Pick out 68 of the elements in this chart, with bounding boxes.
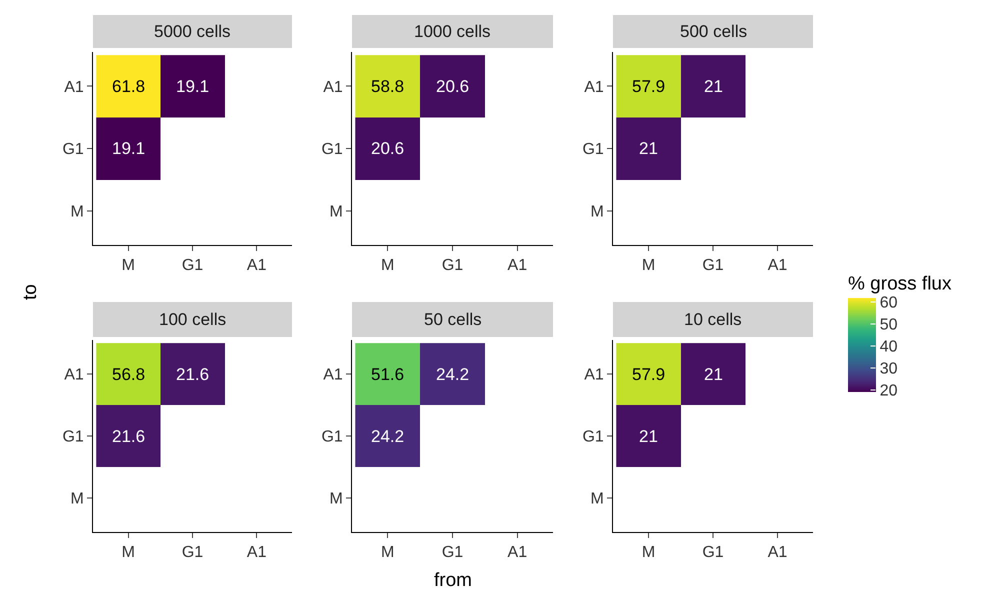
data-label: 21	[639, 139, 658, 158]
color-bar-label: 30	[880, 360, 898, 378]
y-tick-label: A1	[64, 366, 84, 384]
data-label: 21.6	[176, 365, 210, 384]
chart-title: 100 cells	[159, 310, 226, 329]
y-tick-label: G1	[321, 428, 343, 446]
data-label: 24.2	[371, 427, 404, 446]
x-tick-label: M	[642, 257, 656, 274]
x-tick-label: A1	[768, 544, 788, 562]
y-tick-label: M	[329, 490, 343, 508]
y-tick-label: M	[329, 203, 343, 220]
x-tick-label: A1	[508, 257, 528, 274]
data-label: 57.9	[632, 365, 666, 384]
data-label: 20.6	[436, 77, 470, 96]
x-tick-label: G1	[442, 544, 464, 562]
data-label: 61.8	[112, 77, 146, 96]
y-tick-label: G1	[582, 428, 604, 446]
x-tick-label: A1	[246, 257, 267, 274]
y-tick-label: M	[590, 490, 604, 508]
chart-title: 5000 cells	[154, 22, 231, 41]
x-tick-label: G1	[182, 257, 204, 274]
color-bar-label: 20	[880, 382, 898, 400]
x-tick-label: M	[642, 544, 656, 562]
x-tick-label: G1	[702, 257, 724, 274]
data-label: 24.2	[436, 365, 470, 384]
y-tick-label: A1	[323, 366, 343, 384]
data-label: 21	[639, 427, 658, 446]
x-tick-label: G1	[442, 257, 464, 274]
data-label: 21	[704, 77, 723, 96]
x-tick-label: M	[122, 544, 135, 562]
data-label: 57.9	[632, 77, 666, 96]
chart-title: 1000 cells	[414, 22, 491, 41]
x-tick-label: M	[380, 257, 394, 274]
chart-title: 10 cells	[684, 310, 742, 329]
x-tick-label: G1	[702, 544, 724, 562]
y-tick-label: A1	[64, 78, 84, 96]
y-tick-label: M	[70, 203, 84, 220]
y-tick-label: A1	[584, 366, 604, 384]
color-bar-label: 60	[880, 294, 898, 312]
x-tick-label: A1	[246, 544, 267, 562]
color-bar-label: 40	[880, 338, 898, 356]
chart-title: 500 cells	[680, 22, 748, 41]
data-label: 21	[704, 365, 723, 384]
data-label: 21.6	[112, 427, 146, 446]
y-axis-title: to	[20, 284, 41, 300]
x-tick-label: M	[122, 257, 135, 274]
y-tick-label: G1	[62, 141, 84, 158]
y-tick-label: G1	[582, 141, 604, 158]
y-tick-label: A1	[584, 78, 604, 96]
data-label: 58.8	[371, 77, 404, 96]
data-label: 56.8	[112, 365, 146, 384]
data-label: 20.6	[371, 139, 404, 158]
color-bar-title: % gross flux	[848, 273, 952, 294]
x-tick-label: A1	[508, 544, 528, 562]
y-tick-label: M	[70, 490, 84, 508]
chart-title: 50 cells	[424, 310, 482, 329]
x-tick-label: M	[380, 544, 394, 562]
y-tick-label: G1	[62, 428, 84, 446]
y-tick-label: G1	[321, 141, 343, 158]
x-axis-title: from	[434, 570, 472, 591]
x-tick-label: G1	[182, 544, 204, 562]
y-tick-label: A1	[323, 78, 343, 96]
data-label: 19.1	[176, 77, 210, 96]
y-tick-label: M	[590, 203, 604, 220]
x-tick-label: A1	[768, 257, 788, 274]
color-bar-label: 50	[880, 316, 898, 334]
data-label: 19.1	[112, 139, 146, 158]
data-label: 51.6	[371, 365, 404, 384]
